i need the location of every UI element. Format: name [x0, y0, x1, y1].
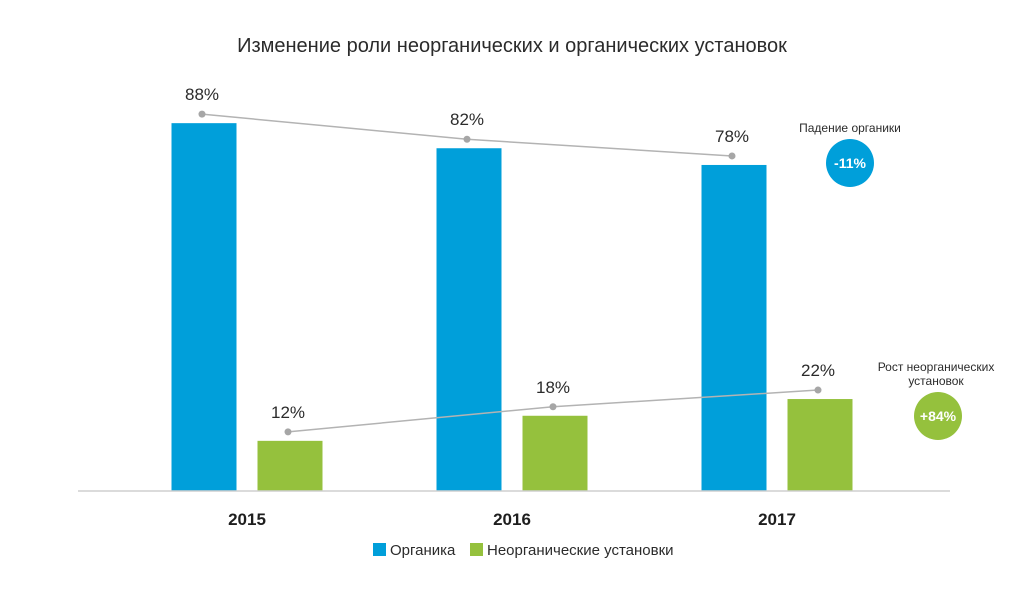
trend-lines-layer	[198, 110, 822, 436]
legend-swatch-inorganic	[470, 543, 483, 556]
annotation-organic-text: Падение органики	[799, 121, 901, 135]
bar-inorganic-2015	[257, 440, 323, 491]
value-label-inorganic-2016: 18%	[536, 378, 570, 397]
badge-inorganic-change-text: +84%	[920, 408, 957, 424]
trend-point-inorganic-2016	[549, 403, 557, 411]
trend-point-organic-2016	[463, 135, 471, 143]
bar-organic-2016	[436, 148, 502, 492]
legend-label-inorganic: Неорганические установки	[487, 542, 674, 559]
bar-organic-2015	[171, 123, 237, 491]
badge-inorganic-change	[914, 392, 962, 440]
legend-swatch-organic	[373, 543, 386, 556]
bar-inorganic-2017	[787, 399, 853, 491]
trend-point-organic-2017	[728, 152, 736, 160]
bar-inorganic-2016	[522, 415, 588, 491]
value-label-organic-2016: 82%	[450, 110, 484, 129]
legend-label-organic: Органика	[390, 542, 456, 559]
x-tick-labels: 2015 2016 2017	[228, 510, 796, 529]
value-label-organic-2017: 78%	[715, 127, 749, 146]
x-tick-label-2015: 2015	[228, 510, 266, 529]
value-label-inorganic-2017: 22%	[801, 361, 835, 380]
value-labels-layer: 88% 82% 78% 12% 18% 22%	[185, 85, 835, 422]
bar-organic-2017	[701, 164, 767, 491]
trend-point-inorganic-2015	[284, 428, 292, 436]
x-tick-label-2016: 2016	[493, 510, 531, 529]
annotations-layer: Падение органики -11% Рост неорганическиху…	[799, 121, 994, 440]
trend-point-inorganic-2017	[814, 386, 822, 394]
badge-organic-change-text: -11%	[834, 155, 866, 171]
trend-point-organic-2015	[198, 110, 206, 118]
bars-layer	[171, 123, 853, 492]
annotation-inorganic-text-line-1: Рост неорганических	[878, 360, 995, 374]
x-tick-label-2017: 2017	[758, 510, 796, 529]
value-label-organic-2015: 88%	[185, 85, 219, 104]
value-label-inorganic-2015: 12%	[271, 403, 305, 422]
chart-title: Изменение роли неорганических и органиче…	[237, 35, 787, 57]
badge-organic-change	[826, 139, 874, 187]
legend: Органика Неорганические установки	[373, 542, 674, 559]
annotation-inorganic-text-line-2: установок	[908, 374, 964, 388]
